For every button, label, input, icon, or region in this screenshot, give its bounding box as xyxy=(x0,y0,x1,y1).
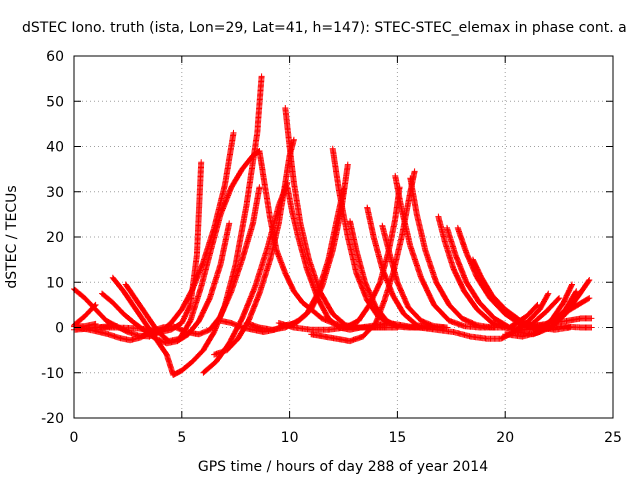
data-markers xyxy=(71,129,237,340)
y-tick-label: -10 xyxy=(41,366,64,382)
data-track xyxy=(392,172,498,331)
x-tick-label: 5 xyxy=(177,430,186,446)
x-tick-label: 25 xyxy=(604,430,622,446)
x-tick-label: 0 xyxy=(70,430,79,446)
y-tick-label: 20 xyxy=(46,230,64,246)
x-axis-label: GPS time / hours of day 288 of year 2014 xyxy=(198,459,488,475)
series-plot xyxy=(71,73,595,378)
data-track xyxy=(530,295,563,326)
data-track xyxy=(506,301,541,331)
data-markers xyxy=(506,301,541,331)
data-track xyxy=(407,175,509,331)
axis-ticks: 0 5 10 15 20 25 -20 -10 0 10 20 30 40 50 60 xyxy=(41,49,622,446)
data-track xyxy=(92,159,205,335)
data-track xyxy=(122,148,263,345)
x-tick-label: 10 xyxy=(281,430,299,446)
x-tick-label: 20 xyxy=(496,430,514,446)
x-tick-label: 15 xyxy=(388,430,406,446)
grid xyxy=(74,56,613,418)
data-markers xyxy=(392,172,498,331)
y-tick-label: 0 xyxy=(55,321,64,337)
y-tick-label: 10 xyxy=(46,275,64,291)
data-markers xyxy=(275,184,403,333)
data-markers xyxy=(549,288,580,326)
data-track xyxy=(275,184,403,333)
y-tick-label: 40 xyxy=(46,140,64,156)
data-markers xyxy=(407,175,509,331)
y-tick-label: 50 xyxy=(46,94,64,110)
data-track xyxy=(71,129,237,340)
data-markers xyxy=(122,148,263,345)
y-tick-label: 60 xyxy=(46,49,64,65)
data-markers xyxy=(530,295,563,326)
y-axis-label: dSTEC / TECUs xyxy=(4,185,20,288)
data-markers xyxy=(92,159,205,335)
y-tick-label: 30 xyxy=(46,185,64,201)
chart-title: dSTEC Iono. truth (ista, Lon=29, Lat=41,… xyxy=(22,20,627,36)
y-tick-label: -20 xyxy=(41,411,64,427)
data-track xyxy=(549,288,580,326)
